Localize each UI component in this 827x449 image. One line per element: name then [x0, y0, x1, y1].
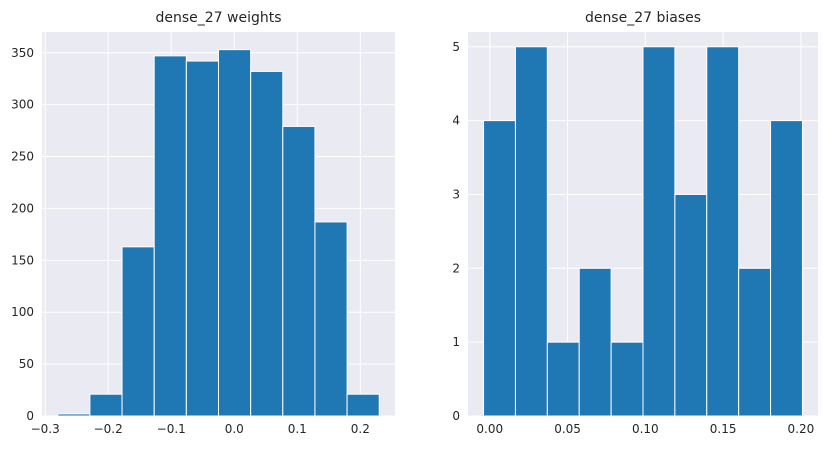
x-tick-label: 0.00 — [476, 422, 503, 436]
y-tick-label: 3 — [452, 187, 460, 201]
histogram-panel-1: −0.3 −0.2 −0.1 0.0 0.1 0.2 0 50 100 150 200 250 300 3… — [11, 10, 395, 436]
chart-title: dense_27 weights — [155, 10, 281, 26]
x-tick-label: −0.3 — [31, 422, 60, 436]
histogram-bar — [610, 341, 644, 417]
histogram-bar — [282, 125, 316, 417]
histogram-panel-2: 0.00 0.05 0.10 0.15 0.20 0 1 2 3 4 5 dense_27 biase… — [452, 10, 818, 436]
y-tick-label: 5 — [452, 40, 460, 54]
histogram-bar — [546, 341, 580, 417]
x-tick-label: 0.1 — [288, 422, 307, 436]
histogram-bar — [770, 120, 803, 417]
histogram-bar — [706, 46, 740, 417]
histogram-bar — [578, 267, 612, 417]
x-tick-label: 0.15 — [710, 422, 737, 436]
histogram-bar — [218, 49, 252, 417]
histogram-bar — [89, 393, 123, 417]
histogram-bar — [314, 221, 348, 417]
y-tick-label: 4 — [452, 114, 460, 128]
histogram-bar — [250, 70, 284, 417]
x-tick-label: −0.1 — [157, 422, 186, 436]
y-tick-label: 1 — [452, 335, 460, 349]
histogram-bar — [483, 120, 516, 417]
histogram-bar — [674, 193, 708, 417]
histogram-bar — [57, 413, 91, 417]
histogram-bar — [153, 55, 187, 417]
histogram-bar — [514, 46, 548, 417]
x-tick-label: 0.20 — [788, 422, 815, 436]
y-tick-label: 150 — [11, 253, 34, 267]
histogram-bar — [346, 393, 380, 417]
y-tick-label: 0 — [452, 409, 460, 423]
y-tick-label: 100 — [11, 305, 34, 319]
histogram-bar — [185, 60, 220, 417]
x-tick-label: −0.2 — [94, 422, 123, 436]
y-tick-label: 200 — [11, 201, 34, 215]
x-tick-label: 0.10 — [632, 422, 659, 436]
x-tick-label: 0.0 — [225, 422, 244, 436]
y-tick-label: 350 — [11, 46, 34, 60]
y-tick-label: 50 — [19, 357, 34, 371]
y-tick-label: 250 — [11, 150, 34, 164]
x-tick-label: 0.2 — [351, 422, 370, 436]
y-tick-label: 0 — [26, 409, 34, 423]
histogram-bar — [121, 246, 155, 417]
y-tick-label: 300 — [11, 98, 34, 112]
histogram-bar — [738, 267, 772, 417]
chart-title: dense_27 biases — [585, 10, 701, 26]
x-tick-label: 0.05 — [554, 422, 581, 436]
y-tick-label: 2 — [452, 261, 460, 275]
histogram-bar — [642, 46, 676, 417]
